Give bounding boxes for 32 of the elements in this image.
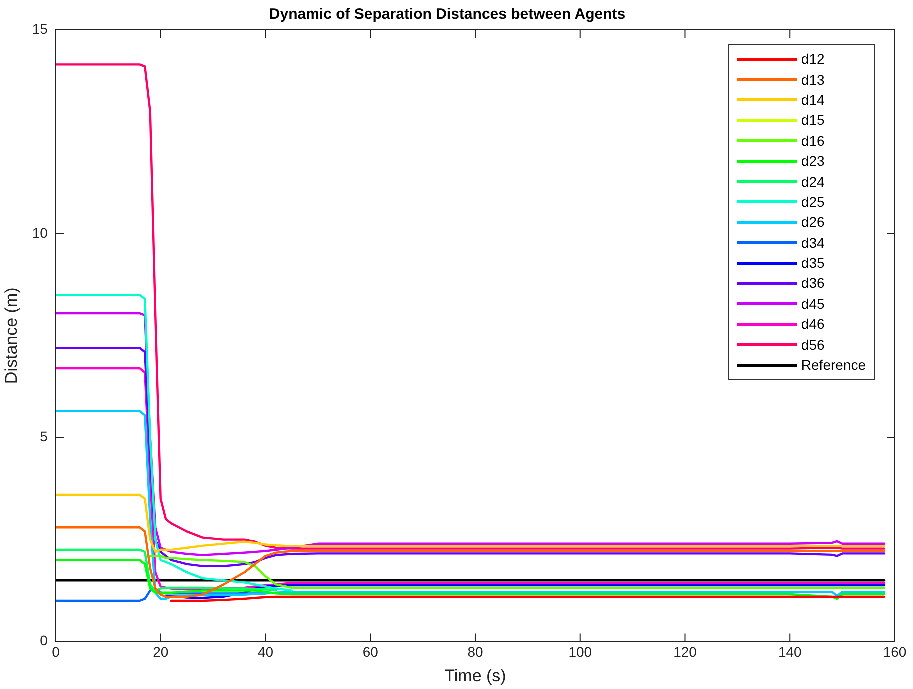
y-tick-label: 5 bbox=[40, 428, 48, 445]
legend-label: d16 bbox=[801, 132, 825, 149]
x-tick-label: 140 bbox=[778, 644, 802, 660]
legend-label: d15 bbox=[801, 112, 825, 128]
legend-label: d35 bbox=[801, 255, 825, 272]
legend-label: d36 bbox=[801, 275, 825, 292]
x-axis-title: Time (s) bbox=[444, 666, 506, 686]
y-tick-label: 10 bbox=[32, 224, 48, 241]
x-tick-label: 20 bbox=[153, 644, 169, 660]
legend-label: d56 bbox=[801, 336, 825, 353]
y-tick-label: 0 bbox=[40, 632, 48, 649]
legend-label: d26 bbox=[801, 214, 825, 230]
x-tick-label: 80 bbox=[468, 644, 484, 660]
legend-label: d12 bbox=[801, 51, 825, 68]
x-tick-label: 120 bbox=[674, 644, 698, 660]
legend-label: d34 bbox=[801, 234, 825, 251]
y-axis-title: Distance (m) bbox=[2, 288, 21, 384]
x-tick-label: 40 bbox=[258, 644, 274, 660]
y-tick-label: 15 bbox=[32, 20, 48, 37]
legend-label: d14 bbox=[801, 92, 825, 108]
legend-label: d23 bbox=[801, 153, 825, 170]
legend-label: Reference bbox=[801, 357, 866, 374]
x-tick-label: 160 bbox=[883, 644, 907, 660]
legend-label: d46 bbox=[801, 316, 825, 332]
chart-title: Dynamic of Separation Distances between Agents bbox=[269, 6, 626, 24]
legend-label: d45 bbox=[801, 296, 825, 312]
legend-label: d25 bbox=[801, 194, 825, 210]
x-tick-label: 100 bbox=[568, 644, 592, 660]
legend-label: d24 bbox=[801, 174, 825, 190]
x-tick-label: 0 bbox=[52, 644, 60, 660]
x-tick-label: 60 bbox=[362, 644, 379, 660]
legend-label: d13 bbox=[801, 72, 825, 88]
